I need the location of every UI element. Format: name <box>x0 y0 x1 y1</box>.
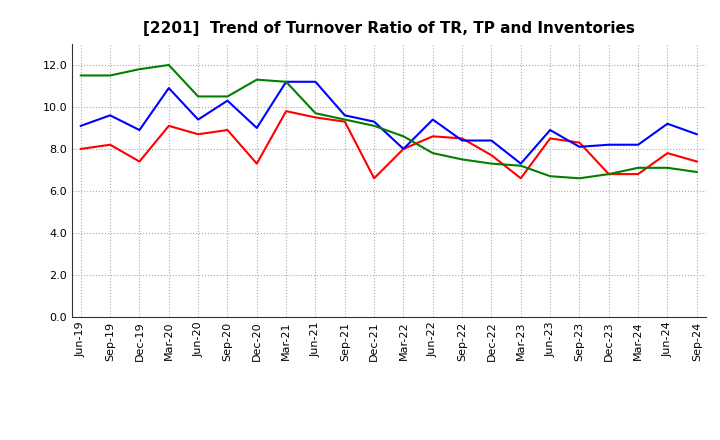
Inventories <box>135 66 144 72</box>
Trade Receivables <box>311 115 320 120</box>
Inventories <box>223 94 232 99</box>
Trade Payables <box>76 123 85 128</box>
Trade Receivables <box>399 146 408 151</box>
Line: Trade Payables: Trade Payables <box>81 82 697 164</box>
Trade Payables <box>634 142 642 147</box>
Trade Payables <box>428 117 437 122</box>
Inventories <box>693 169 701 175</box>
Trade Payables <box>223 98 232 103</box>
Trade Payables <box>516 161 525 166</box>
Trade Payables <box>282 79 290 84</box>
Trade Receivables <box>634 172 642 177</box>
Inventories <box>164 62 173 68</box>
Trade Payables <box>575 144 584 150</box>
Trade Receivables <box>546 136 554 141</box>
Trade Payables <box>693 132 701 137</box>
Trade Payables <box>194 117 202 122</box>
Inventories <box>634 165 642 170</box>
Inventories <box>282 79 290 84</box>
Inventories <box>399 134 408 139</box>
Trade Receivables <box>663 150 672 156</box>
Trade Receivables <box>164 123 173 128</box>
Inventories <box>546 173 554 179</box>
Trade Payables <box>135 128 144 133</box>
Inventories <box>370 123 379 128</box>
Line: Trade Receivables: Trade Receivables <box>81 111 697 178</box>
Inventories <box>575 176 584 181</box>
Trade Payables <box>605 142 613 147</box>
Line: Inventories: Inventories <box>81 65 697 178</box>
Inventories <box>516 163 525 169</box>
Inventories <box>428 150 437 156</box>
Inventories <box>194 94 202 99</box>
Title: [2201]  Trend of Turnover Ratio of TR, TP and Inventories: [2201] Trend of Turnover Ratio of TR, TP… <box>143 21 635 36</box>
Trade Receivables <box>693 159 701 164</box>
Trade Payables <box>311 79 320 84</box>
Inventories <box>487 161 496 166</box>
Trade Payables <box>546 128 554 133</box>
Trade Receivables <box>341 119 349 124</box>
Inventories <box>311 110 320 116</box>
Inventories <box>253 77 261 82</box>
Trade Payables <box>106 113 114 118</box>
Trade Receivables <box>194 132 202 137</box>
Trade Receivables <box>135 159 144 164</box>
Trade Payables <box>663 121 672 126</box>
Trade Receivables <box>106 142 114 147</box>
Trade Payables <box>399 146 408 151</box>
Trade Payables <box>487 138 496 143</box>
Trade Receivables <box>487 153 496 158</box>
Trade Receivables <box>428 134 437 139</box>
Inventories <box>663 165 672 170</box>
Trade Receivables <box>370 176 379 181</box>
Inventories <box>76 73 85 78</box>
Trade Receivables <box>282 109 290 114</box>
Inventories <box>341 117 349 122</box>
Trade Receivables <box>458 136 467 141</box>
Trade Payables <box>458 138 467 143</box>
Inventories <box>605 172 613 177</box>
Trade Receivables <box>516 176 525 181</box>
Trade Receivables <box>605 172 613 177</box>
Trade Receivables <box>253 161 261 166</box>
Trade Receivables <box>223 128 232 133</box>
Trade Payables <box>253 125 261 131</box>
Trade Payables <box>164 85 173 91</box>
Inventories <box>106 73 114 78</box>
Trade Receivables <box>575 140 584 145</box>
Trade Payables <box>370 119 379 124</box>
Trade Payables <box>341 113 349 118</box>
Inventories <box>458 157 467 162</box>
Trade Receivables <box>76 146 85 151</box>
